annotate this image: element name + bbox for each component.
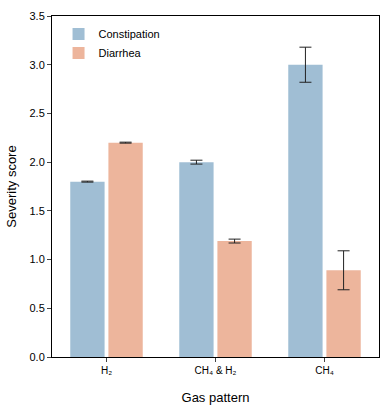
svg-text:0.0: 0.0 (30, 351, 45, 363)
svg-text:CH₄ & H₂: CH₄ & H₂ (195, 365, 237, 376)
svg-text:2.5: 2.5 (30, 107, 45, 119)
svg-text:3.5: 3.5 (30, 10, 45, 22)
svg-text:3.0: 3.0 (30, 59, 45, 71)
svg-text:1.5: 1.5 (30, 205, 45, 217)
svg-text:Severity score: Severity score (4, 145, 19, 227)
svg-text:H₂: H₂ (101, 365, 112, 376)
svg-text:Diarrhea: Diarrhea (99, 47, 142, 59)
svg-text:Gas pattern: Gas pattern (182, 390, 250, 405)
svg-text:0.5: 0.5 (30, 302, 45, 314)
svg-text:CH₄: CH₄ (315, 365, 334, 376)
svg-text:2.0: 2.0 (30, 156, 45, 168)
svg-text:Constipation: Constipation (99, 28, 160, 40)
svg-text:1.0: 1.0 (30, 253, 45, 265)
